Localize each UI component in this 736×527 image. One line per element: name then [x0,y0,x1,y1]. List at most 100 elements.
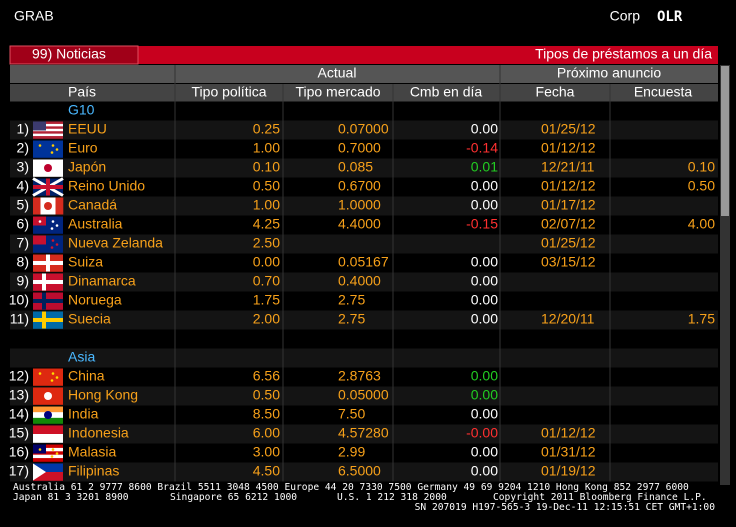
grab: GRAB [14,8,54,24]
flag [32,177,64,197]
row-band [10,253,718,273]
row-band [10,348,718,368]
flag-part [38,220,42,223]
group-label: Asia [68,349,95,365]
footer-session: SN 207019 H197-565-3 19-Dec-11 12:15:51 … [415,502,716,513]
scrollbar[interactable] [720,65,730,485]
flag-part [50,379,54,382]
row-band [10,310,718,330]
footer-contact: U.S. 1 212 318 2000 [337,492,447,503]
cell-policy: 6.56 [253,368,280,384]
scrollbar-thumb[interactable] [721,66,729,216]
flag-part [33,318,63,322]
flag-part [33,299,63,303]
cell-country: Nueva Zelanda [68,235,163,251]
flag [33,216,63,234]
flag-part [33,280,63,284]
flag-part [33,444,63,449]
cell-change: -0.00 [466,425,498,441]
flag [33,463,63,481]
cell-market: 1.0000 [338,197,381,213]
flag [33,273,63,291]
flag [33,140,63,158]
flag [33,444,63,462]
flag-part [33,425,63,435]
flag [33,121,63,139]
cell-policy: 1.75 [253,292,280,308]
cell-country: Dinamarca [68,273,136,289]
cell-policy: 1.00 [253,140,280,156]
row-index: 8) [17,254,29,270]
cell-date: 03/15/12 [541,254,596,270]
column-header: Tipo política [192,84,267,100]
cell-change: 0.00 [471,254,498,270]
news-button[interactable]: 99) Noticias [32,46,106,62]
footer-contact: Japan 81 3 3201 8900 [13,492,129,503]
footer-contacts: Australia 61 2 9777 8600 Brazil 5511 304… [13,482,689,493]
row-band [10,424,718,444]
cell-policy: 3.00 [253,444,280,460]
row-index: 6) [17,216,29,232]
cell-market: 2.99 [338,444,365,460]
flag-part [33,261,63,265]
cell-country: Japón [68,159,106,175]
flag [33,159,63,177]
cell-policy: 6.00 [253,425,280,441]
flag-part [50,455,54,458]
flag-part [33,472,63,481]
flag-part [55,224,59,227]
flag-part [44,202,52,210]
row-band [10,462,718,482]
flag-part [33,140,63,158]
flag-part [55,197,64,215]
cell-change: 0.00 [471,178,498,194]
cell-market: 0.4000 [338,273,381,289]
cell-country: Canadá [68,197,117,213]
cell-survey: 0.10 [688,159,715,175]
flag-part [38,448,42,451]
cell-change: 0.00 [471,406,498,422]
cell-market: 4.57280 [338,425,389,441]
flag-part [55,452,59,455]
cell-change: 0.01 [471,159,498,175]
flag-part [33,406,63,413]
cell-country: Suecia [68,311,111,327]
flag-part [44,411,52,419]
cell-change: 0.00 [471,292,498,308]
flag-part [33,197,41,215]
column-header: Encuesta [634,84,693,100]
row-index: 5) [17,197,29,213]
cell-policy: 0.10 [253,159,280,175]
row-index: 15) [9,425,29,441]
row-band [10,158,718,178]
group-label: G10 [68,102,95,118]
row-band [10,443,718,463]
news-tab[interactable] [9,45,139,65]
cell-policy: 0.00 [253,254,280,270]
flag-part [33,463,46,481]
column-header: Tipo mercado [295,84,380,100]
group-header-row [10,65,718,83]
row-index: 7) [17,235,29,251]
row-index: 13) [9,387,29,403]
row-index: 16) [9,444,29,460]
cell-country: EEUU [68,121,107,137]
flag-part [38,239,42,242]
flag-part [33,185,63,189]
column-header: Fecha [536,84,575,100]
flag-part [33,454,63,459]
row-band [10,329,718,349]
cell-policy: 8.50 [253,406,280,422]
cell-survey: 4.00 [688,216,715,232]
flag-part [33,133,63,137]
flag-part [50,246,54,249]
row-index: 3) [17,159,29,175]
flag-part [33,447,63,452]
cell-market: 6.5000 [338,463,381,479]
cell-market: 0.05167 [338,254,389,270]
flag-part [55,243,59,246]
cell-change: 0.00 [471,387,498,403]
flag-part [55,148,59,151]
cell-change: 0.00 [471,273,498,289]
cell-change: 0.00 [471,311,498,327]
